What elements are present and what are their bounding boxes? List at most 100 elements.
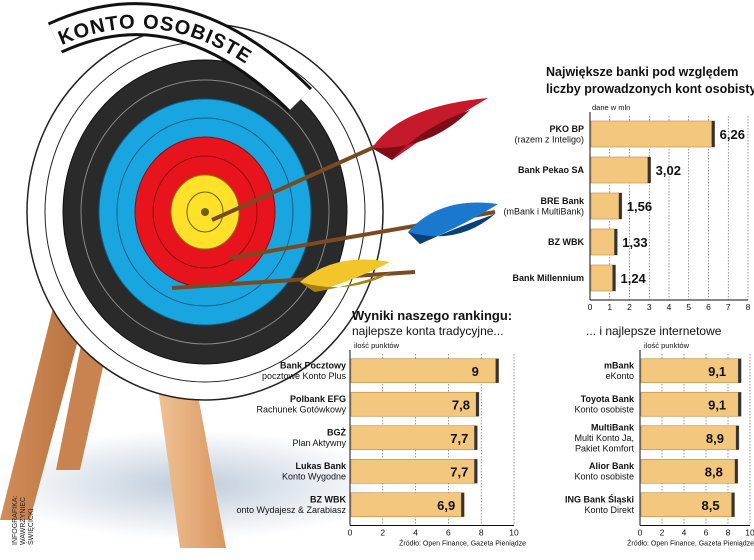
- category-label: Toyota Bank: [581, 394, 635, 404]
- bar: [590, 156, 651, 184]
- category-label: BZ WBK: [548, 237, 584, 247]
- bar-end-cap: [614, 229, 618, 255]
- bar: [590, 120, 715, 148]
- bar-end-cap: [735, 425, 739, 450]
- infographic-credit: INFOGRAFIKA: WAWRZYNIEC ŚWIĘCICKI: [12, 496, 36, 545]
- unit-label: ilość punktów: [354, 341, 400, 350]
- traditional-subtitle: najlepsze konta tradycyjne...: [352, 324, 504, 338]
- category-label: Konto Wydajesz & Zarabiasz: [236, 505, 346, 515]
- value-label: 8,8: [705, 464, 723, 479]
- category-label: BGŻ: [327, 428, 347, 438]
- category-label: Rachunek Gotówkowy: [256, 405, 346, 415]
- value-label: 9: [472, 364, 479, 379]
- category-label: Plan Aktywny: [292, 438, 346, 448]
- value-label: 6,9: [437, 498, 455, 513]
- x-tick-label: 4: [667, 302, 672, 310]
- source-note: Źródło: Open Finance, Gazeta Pieniądze: [399, 539, 526, 548]
- category-label: Bank Millennium: [512, 273, 584, 283]
- value-label: 7,7: [450, 464, 468, 479]
- category-label: BZ WBK: [310, 495, 346, 505]
- category-label: mBank: [604, 361, 635, 371]
- bar-end-cap: [731, 492, 735, 517]
- source-note: Źródło: Open Finance, Gazeta Pieniądze: [627, 539, 754, 548]
- value-label: 7,8: [452, 397, 470, 412]
- bar-end-cap: [738, 392, 742, 417]
- category-label: MultiBank: [591, 422, 635, 432]
- arrow-yellow: [171, 259, 416, 292]
- bar-end-cap: [612, 265, 616, 291]
- bar: [590, 228, 618, 256]
- x-tick-label: 8: [746, 302, 751, 310]
- bar: [640, 492, 735, 518]
- x-tick-label: 3: [647, 302, 652, 310]
- x-tick-label: 2: [660, 528, 665, 538]
- category-label: Alior Bank: [589, 461, 635, 471]
- category-label: Konto Direkt: [584, 505, 634, 515]
- x-tick-label: 6: [446, 528, 451, 538]
- credit-line1: INFOGRAFIKA:: [12, 495, 19, 545]
- bar-end-cap: [474, 459, 478, 484]
- value-label: 6,26: [720, 127, 745, 142]
- credit-line2: WAWRZYNIEC: [20, 496, 27, 545]
- x-tick-label: 0: [348, 528, 353, 538]
- ranking-heading: Wyniki naszego rankingu:: [352, 308, 513, 323]
- value-label: 9,1: [708, 397, 726, 412]
- x-tick-label: 4: [413, 528, 418, 538]
- traditional-accounts-chart: ilość punktów 0 2 4 6 8 10 9 Bank Pocztowypoczto…: [236, 341, 526, 548]
- value-label: 1,33: [622, 235, 647, 250]
- bar-end-cap: [475, 392, 479, 417]
- bar: [590, 192, 623, 220]
- x-tick-label: 6: [704, 528, 709, 538]
- bar: [350, 458, 478, 484]
- bar-end-cap: [734, 459, 738, 484]
- top-bank-chart: dane w mln 0 1 2 3 4 5 6 7 8 6,26 PKO BP(razem z In…: [503, 103, 751, 310]
- bar: [350, 425, 478, 451]
- category-label: Konto Wygodne: [282, 472, 346, 482]
- x-tick-label: 2: [627, 302, 632, 310]
- category-label: Bank Pekao SA: [518, 165, 585, 175]
- value-label: 1,56: [627, 199, 652, 214]
- bar: [590, 264, 616, 292]
- x-tick-label: 6: [706, 302, 711, 310]
- category-label: ING Bank Śląski: [565, 494, 634, 505]
- archery-target: [26, 23, 384, 401]
- arrow-blue: [229, 202, 498, 260]
- category-label: Konto osobiste: [574, 405, 634, 415]
- bar: [640, 358, 742, 384]
- category-label: pocztowe Konto Plus: [262, 371, 347, 381]
- category-label: Konto osobiste: [574, 472, 634, 482]
- bar: [640, 425, 740, 451]
- bar-end-cap: [647, 157, 651, 183]
- category-label: Multi Konto Ja,: [574, 433, 634, 443]
- x-tick-label: 5: [686, 302, 691, 310]
- x-tick-label: 8: [726, 528, 731, 538]
- bar-end-cap: [711, 121, 715, 147]
- x-tick-label: 7: [726, 302, 731, 310]
- value-label: 1,24: [620, 271, 646, 286]
- top-chart-title-line1: Największe banki pod względem: [546, 65, 739, 79]
- bar-end-cap: [474, 425, 478, 450]
- bar: [640, 391, 742, 417]
- x-tick-label: 10: [509, 528, 519, 538]
- category-label: PKO BP: [549, 124, 584, 134]
- x-tick-label: 4: [682, 528, 687, 538]
- category-label: Bank Pocztowy: [280, 361, 346, 371]
- value-label: 9,1: [708, 364, 726, 379]
- category-label: BRE Bank: [540, 196, 585, 206]
- top-chart-title-line2: liczby prowadzonych kont osobistych: [546, 82, 754, 96]
- value-label: 8,5: [702, 498, 720, 513]
- category-label: eKonto: [605, 371, 634, 381]
- bar-end-cap: [738, 358, 742, 383]
- value-label: 3,02: [656, 163, 681, 178]
- bar-end-cap: [461, 492, 465, 517]
- bar-end-cap: [495, 358, 499, 383]
- bar: [350, 391, 480, 417]
- x-tick-label: 0: [588, 302, 593, 310]
- credit-line3: ŚWIĘCICKI: [28, 508, 35, 545]
- value-label: 7,7: [450, 431, 468, 446]
- category-label: Pakiet Komfort: [575, 443, 635, 453]
- bar: [640, 458, 739, 484]
- arrow-red: [211, 98, 488, 222]
